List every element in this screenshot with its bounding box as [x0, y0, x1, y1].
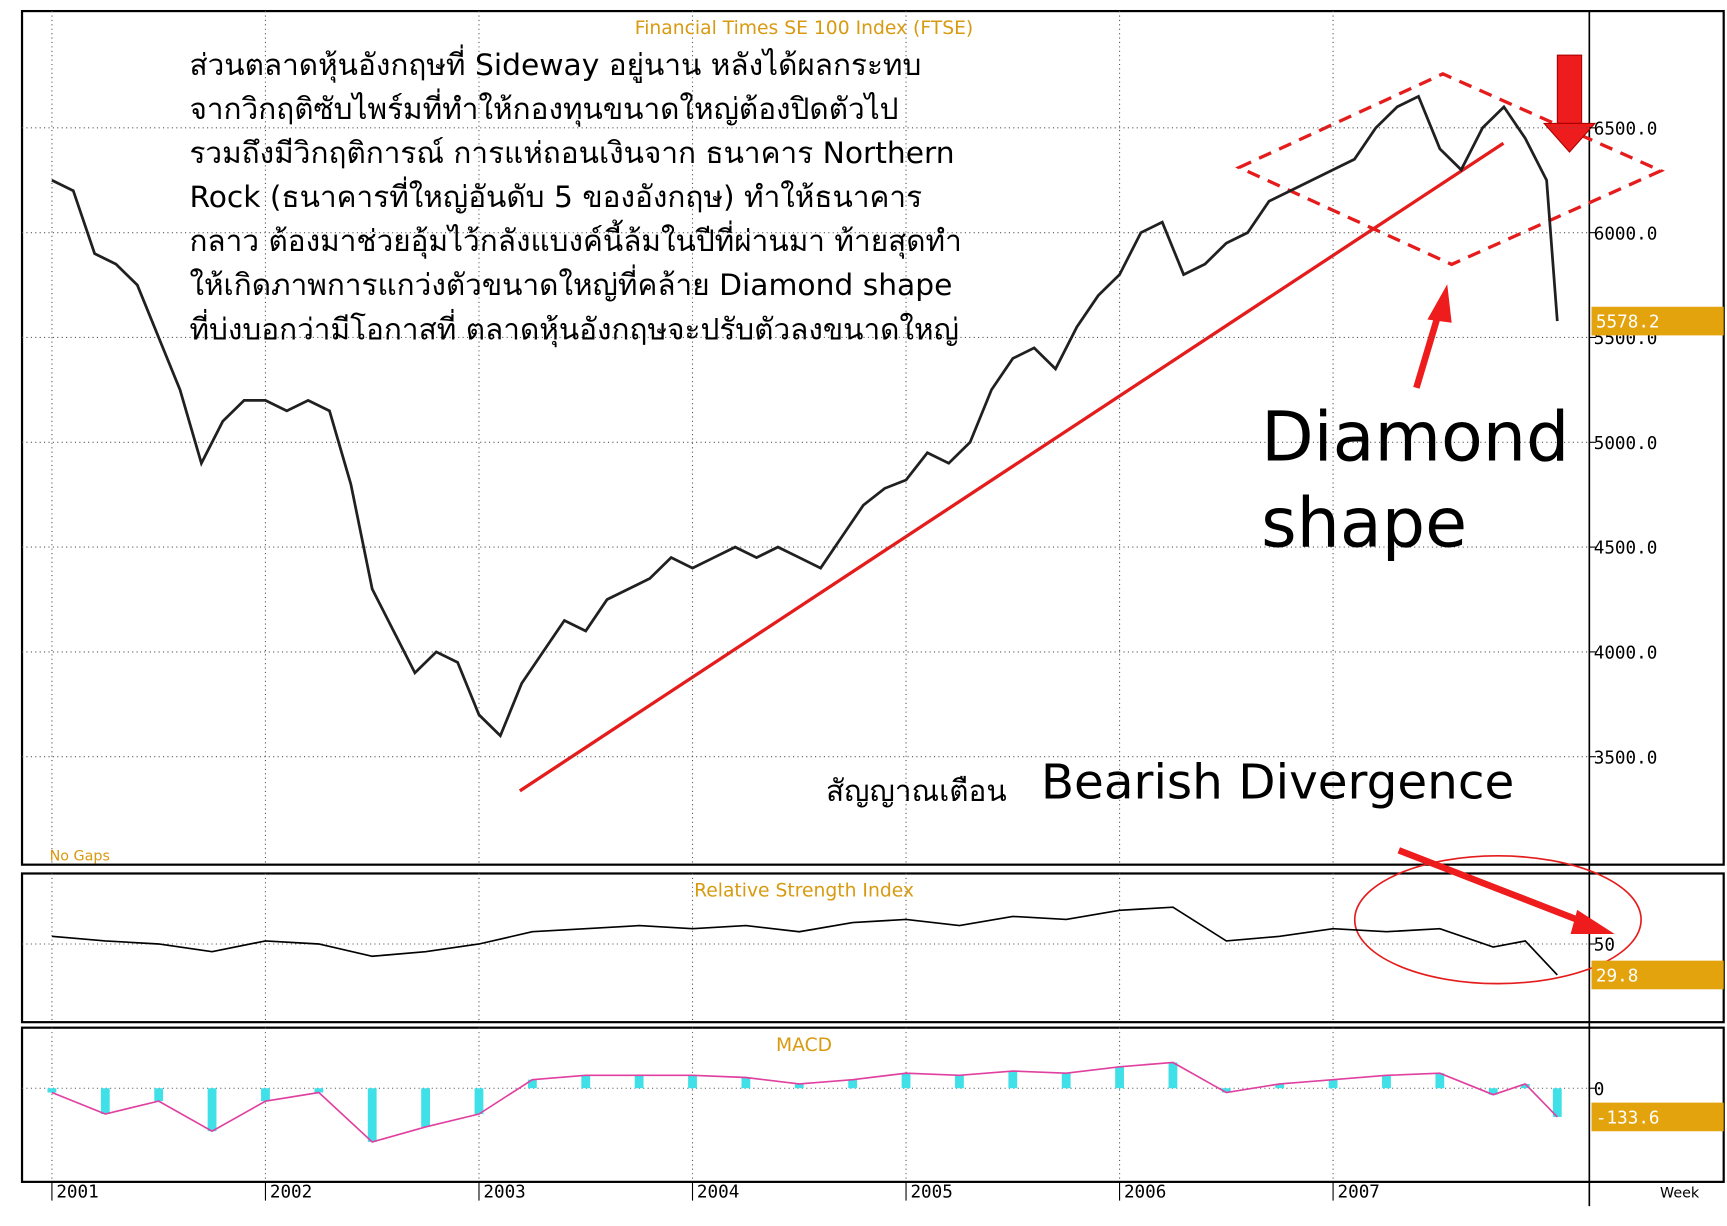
annotation-line: Rock (ธนาคารที่ใหญ่อันดับ 5 ของอังกฤษ) ท…	[189, 176, 922, 215]
y-tick-label: 0	[1594, 1080, 1605, 1100]
histogram-bar	[741, 1077, 751, 1089]
histogram-bar	[1488, 1088, 1498, 1095]
panel-note: No Gaps	[50, 848, 110, 864]
data-line	[51, 94, 1559, 739]
histogram-bar	[634, 1075, 644, 1089]
histogram-bar	[367, 1088, 377, 1142]
last-value-badge	[1591, 960, 1724, 990]
histogram-bar	[955, 1075, 964, 1089]
histogram-bar	[581, 1075, 591, 1089]
panel-title: Financial Times SE 100 Index (FTSE)	[635, 18, 973, 39]
rsi-panel	[20, 872, 1725, 1024]
pointer-arrow-head	[1427, 284, 1452, 323]
pattern-label: shape	[1261, 484, 1467, 563]
histogram-bar	[527, 1079, 537, 1089]
histogram-bar	[421, 1088, 431, 1127]
divergence-label: Bearish Divergence	[1041, 755, 1515, 811]
histogram-bar	[1275, 1083, 1285, 1089]
histogram-bar	[261, 1088, 270, 1102]
x-axis-label: Week	[1660, 1185, 1700, 1201]
x-tick-label: 2007	[1337, 1182, 1379, 1202]
panel-title: Relative Strength Index	[694, 881, 914, 902]
histogram-bar	[1061, 1073, 1071, 1089]
annotation-line: จากวิกฤติซับไพร์มที่ทำให้กองทุนขนาดใหญ่ต…	[189, 88, 898, 127]
diamond-outline	[1235, 72, 1665, 267]
y-tick-label: 4500.0	[1594, 539, 1658, 559]
y-tick-label: 6000.0	[1594, 224, 1658, 244]
last-value-label: 29.8	[1596, 967, 1638, 987]
warning-label: สัญญาณเตือน	[826, 774, 1007, 809]
histogram-bar	[100, 1088, 110, 1115]
pointer-arrow	[1413, 313, 1442, 389]
divergence-ellipse	[1353, 855, 1642, 985]
histogram-bar	[794, 1083, 804, 1089]
down-arrow	[1556, 54, 1583, 124]
down-arrow-head	[1542, 122, 1597, 153]
panel-title: MACD	[776, 1035, 832, 1056]
macd-line	[51, 1061, 1558, 1143]
last-value-badge	[1591, 306, 1724, 336]
annotation-line: ที่บ่งบอกว่ามีโอกาสที่ ตลาดหุ้นอังกฤษจะป…	[189, 308, 958, 347]
data-line	[51, 906, 1558, 976]
histogram-bar	[474, 1088, 484, 1115]
trend-line	[518, 141, 1505, 793]
histogram-bar	[688, 1075, 697, 1089]
last-value-label: 5578.2	[1596, 313, 1660, 333]
y-tick-label: 4000.0	[1594, 644, 1658, 664]
histogram-bar	[1552, 1088, 1562, 1117]
histogram-bar	[314, 1088, 324, 1093]
histogram-bar	[1168, 1062, 1178, 1089]
annotation-line: ส่วนตลาดหุ้นอังกฤษที่ Sideway อยู่นาน หล…	[189, 44, 921, 83]
histogram-bar	[1008, 1071, 1018, 1089]
divergence-arrow-head	[1570, 909, 1615, 935]
x-tick-label: 2003	[483, 1182, 525, 1202]
x-tick-label: 2002	[270, 1182, 312, 1202]
x-tick-label: 2001	[56, 1182, 98, 1202]
histogram-bar	[207, 1088, 217, 1132]
y-tick-label: 3500.0	[1594, 748, 1658, 768]
y-tick-label: 50	[1594, 936, 1615, 956]
histogram-bar	[1435, 1073, 1445, 1089]
annotation-line: ให้เกิดภาพการแกว่งตัวขนาดใหญ่ที่คล้าย Di…	[189, 264, 952, 303]
y-tick-label: 6500.0	[1594, 119, 1658, 139]
histogram-bar	[1328, 1079, 1338, 1089]
histogram-bar	[1382, 1075, 1391, 1089]
y-tick-label: 5000.0	[1594, 434, 1658, 454]
histogram-bar	[1221, 1088, 1231, 1093]
annotation-line: กลาว ต้องมาช่วยอุ้มไว้กลังแบงค์นี้ล้มในป…	[189, 220, 961, 259]
histogram-bar	[848, 1079, 858, 1089]
last-value-badge	[1591, 1102, 1724, 1132]
histogram-bar	[154, 1088, 164, 1102]
histogram-bar	[901, 1073, 911, 1089]
histogram-bar	[1520, 1083, 1530, 1089]
pattern-label: Diamond	[1261, 398, 1569, 477]
price-panel	[20, 9, 1725, 866]
last-value-label: -133.6	[1596, 1109, 1660, 1129]
histogram-bar	[1115, 1066, 1124, 1089]
x-tick-label: 2004	[697, 1182, 739, 1202]
x-tick-label: 2006	[1124, 1182, 1166, 1202]
x-tick-label: 2005	[910, 1182, 952, 1202]
annotation-line: รวมถึงมีวิกฤติการณ์ การแห่ถอนเงินจาก ธนา…	[189, 136, 954, 171]
histogram-bar	[47, 1088, 57, 1093]
